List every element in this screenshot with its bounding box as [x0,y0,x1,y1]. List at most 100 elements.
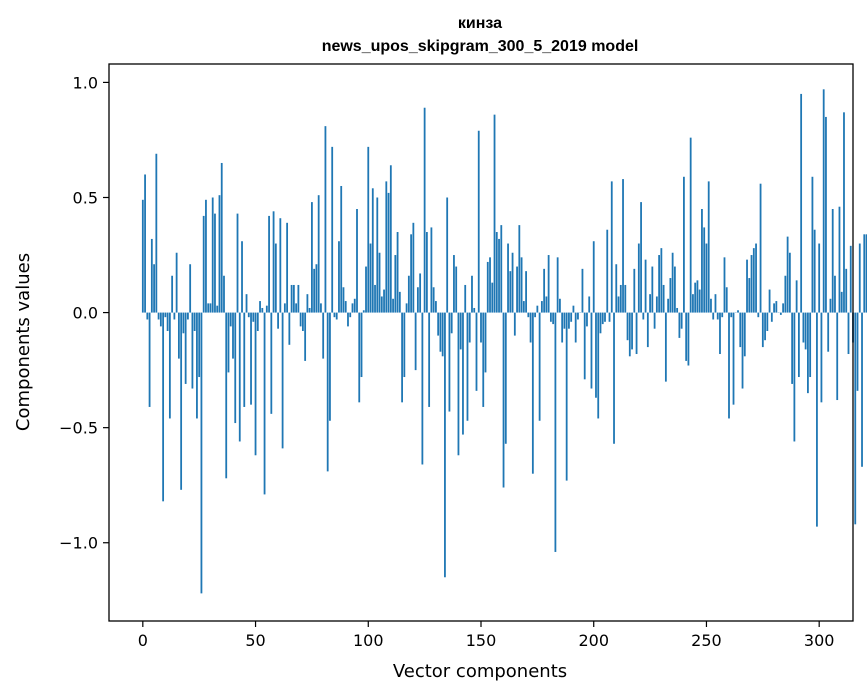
bar-306 [831,209,834,313]
bar-174 [534,312,537,318]
bar-9 [162,312,165,502]
bar-39 [229,312,232,327]
bar-205 [604,312,606,322]
bar-298 [813,229,816,313]
bar-308 [836,312,839,401]
bar-257 [721,312,724,318]
bar-240 [683,176,685,313]
bar-183 [554,312,557,552]
bar-160 [502,312,505,488]
bar-81 [324,126,327,313]
bar-215 [626,312,629,341]
bar-104 [376,197,379,313]
bar-25 [198,312,201,378]
bar-140 [457,312,460,456]
bar-287 [788,252,791,313]
bar-154 [489,257,491,313]
bar-186 [561,312,564,343]
bar-148 [475,312,478,391]
bar-288 [791,312,794,384]
bar-197 [586,312,588,327]
bar-30 [209,303,212,313]
bar-107 [383,289,385,313]
bar-260 [728,312,730,419]
bar-10 [164,312,167,318]
bar-117 [405,303,408,313]
bar-100 [367,146,370,313]
bar-75 [311,202,313,313]
bar-142 [462,312,464,435]
bar-61 [279,218,282,313]
bar-136 [448,312,451,412]
x-tick-label-250: 250 [691,631,722,650]
bar-88 [340,185,343,313]
bar-58 [272,211,275,313]
chart-subtitle: news_upos_skipgram_300_5_2019 model [322,38,639,55]
bar-208 [610,181,613,313]
bar-252 [710,298,712,313]
bar-23 [193,312,196,331]
bar-64 [286,222,289,313]
bar-318 [858,243,861,313]
y-tick-label-3: −0.5 [59,419,98,438]
bar-155 [491,282,494,313]
bar-54 [263,312,266,495]
y-tick-label-0: 1.0 [73,73,98,92]
bar-55 [265,305,268,313]
bar-99 [365,266,367,313]
bar-42 [236,213,239,313]
x-tick-label-100: 100 [353,631,384,650]
bar-262 [732,312,735,405]
bar-158 [498,238,500,313]
bar-38 [227,312,230,373]
x-tick-label-150: 150 [466,631,497,650]
bar-249 [703,227,706,313]
bar-278 [768,289,771,313]
bar-196 [583,312,586,380]
x-axis-ticks: 0 50 100 150 200 250 300 [138,621,834,650]
bar-122 [416,287,419,313]
bar-28 [205,199,207,313]
bar-102 [371,188,374,313]
bar-62 [281,312,284,449]
bar-134 [444,312,446,578]
bar-14 [173,312,176,320]
bar-193 [577,312,579,320]
bar-230 [660,248,663,313]
bar-280 [773,303,775,313]
bar-200 [592,241,595,313]
bar-69 [297,284,300,313]
bar-248 [701,209,703,313]
bar-300 [818,243,821,313]
bar-171 [527,312,530,318]
bar-242 [687,312,690,366]
bar-239 [680,312,683,329]
bar-187 [563,312,566,329]
bar-177 [540,301,543,313]
bar-238 [678,312,681,338]
bar-256 [719,312,721,355]
bar-121 [414,312,417,371]
bar-188 [565,312,568,481]
bar-251 [707,181,710,313]
bar-179 [545,296,548,313]
bar-246 [696,280,699,313]
bar-295 [807,312,809,394]
bar-141 [459,312,462,350]
bar-101 [369,243,372,313]
bar-84 [331,146,334,313]
bar-201 [595,312,597,398]
bar-192 [574,312,577,343]
bar-128 [430,227,433,313]
bar-18 [182,312,185,334]
bar-281 [775,301,778,313]
bar-261 [730,312,733,318]
bar-214 [624,284,627,313]
bar-313 [847,312,850,355]
bar-114 [398,291,401,313]
bar-178 [543,268,546,313]
bar-51 [256,312,259,331]
bar-301 [820,312,823,403]
bar-203 [599,312,602,334]
bar-224 [646,312,649,348]
